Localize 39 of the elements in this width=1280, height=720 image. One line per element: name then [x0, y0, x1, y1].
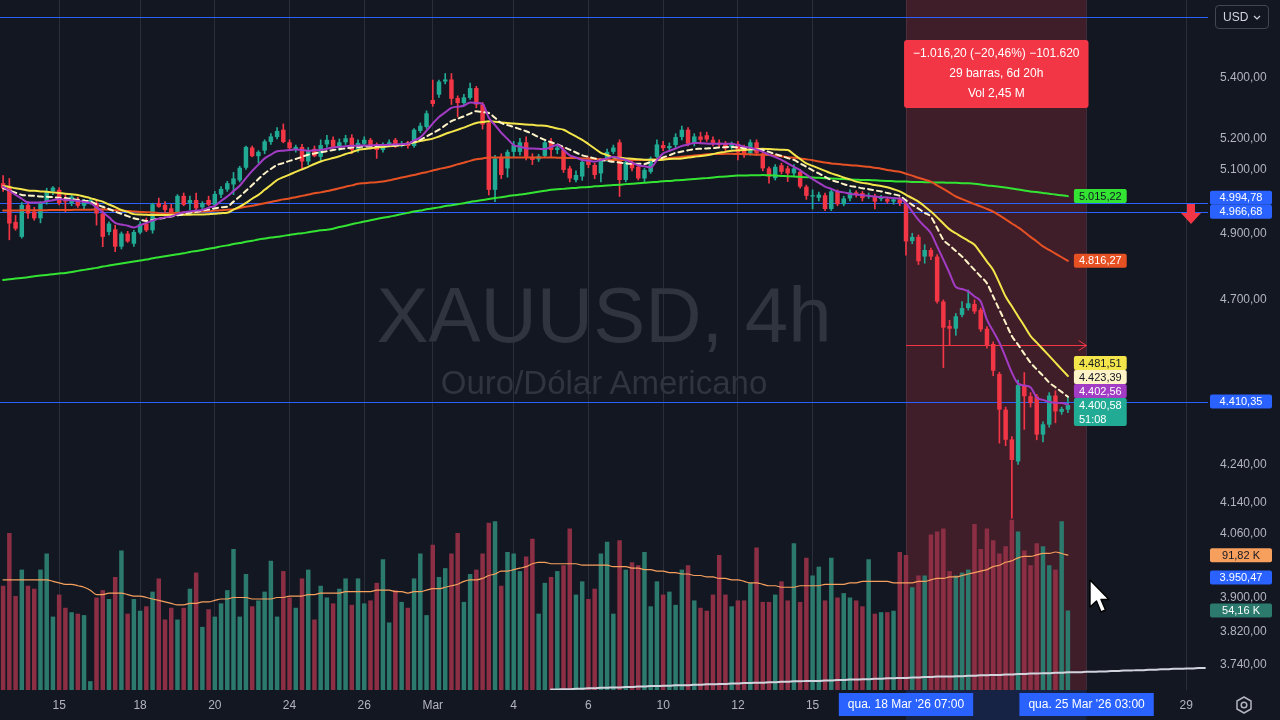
- y2-tick-label: 54,16 K: [1222, 604, 1261, 617]
- x-tick-label: 20: [208, 697, 222, 712]
- y-tick-label: 5.200,00: [1220, 130, 1268, 145]
- x-tick-label: 6: [585, 697, 593, 712]
- x-tick-label: 26: [357, 697, 372, 712]
- x-tick-label: 24: [282, 697, 297, 712]
- data-label: 4.423,39: [1078, 370, 1122, 383]
- y-tick-label: 5.100,00: [1220, 161, 1268, 176]
- band-label: −1.016,20 (−20,46%) −101.620 29 barras, 6d 20h Vol 2,45 M: [913, 46, 1080, 101]
- x-tick-label: Mar: [422, 697, 444, 712]
- ref-line-label: 4.410,35: [1219, 395, 1263, 408]
- x-tick-label: 4: [510, 697, 518, 712]
- text: 4.400,58 51:08: [1078, 398, 1122, 425]
- y-tick-label: 4.060,00: [1220, 526, 1268, 541]
- y-tick-label: 4.966,68: [1219, 205, 1263, 218]
- y-tick-label: 4.700,00: [1220, 292, 1268, 307]
- data-label: 4.816,27: [1078, 254, 1122, 267]
- y-tick-label: 3.950,47: [1219, 571, 1263, 584]
- x-tick-label: 18: [133, 697, 148, 712]
- y-tick-label: 4.140,00: [1220, 494, 1268, 509]
- dropdown-field: USD: [1215, 5, 1269, 29]
- y-tick-label: 5.400,00: [1220, 70, 1268, 85]
- x-tick-label: qua. 25 Mar '26 03:00: [1028, 697, 1146, 712]
- x-tick-label: qua. 18 Mar '26 07:00: [847, 697, 965, 712]
- y-tick-label: 4.240,00: [1220, 456, 1268, 471]
- x-tick-label: 15: [805, 697, 820, 712]
- y-tick-label: 3.740,00: [1220, 657, 1268, 672]
- y-tick-label: 4.900,00: [1220, 225, 1268, 240]
- y-tick-label: 3.820,00: [1220, 623, 1268, 638]
- y-tick-label: 3.900,00: [1220, 590, 1268, 605]
- data-label: 4.402,56: [1078, 384, 1122, 397]
- x-tick-label: 10: [656, 697, 671, 712]
- y2-tick-label: 91,82 K: [1222, 548, 1261, 561]
- data-label: 4.481,51: [1078, 356, 1122, 369]
- x-tick-label: 15: [52, 697, 67, 712]
- x-tick-label: 29: [1179, 697, 1194, 712]
- data-label: 5.015,22: [1078, 189, 1122, 202]
- ref-line-label: 4.994,78: [1219, 191, 1263, 204]
- x-tick-label: 12: [731, 697, 745, 712]
